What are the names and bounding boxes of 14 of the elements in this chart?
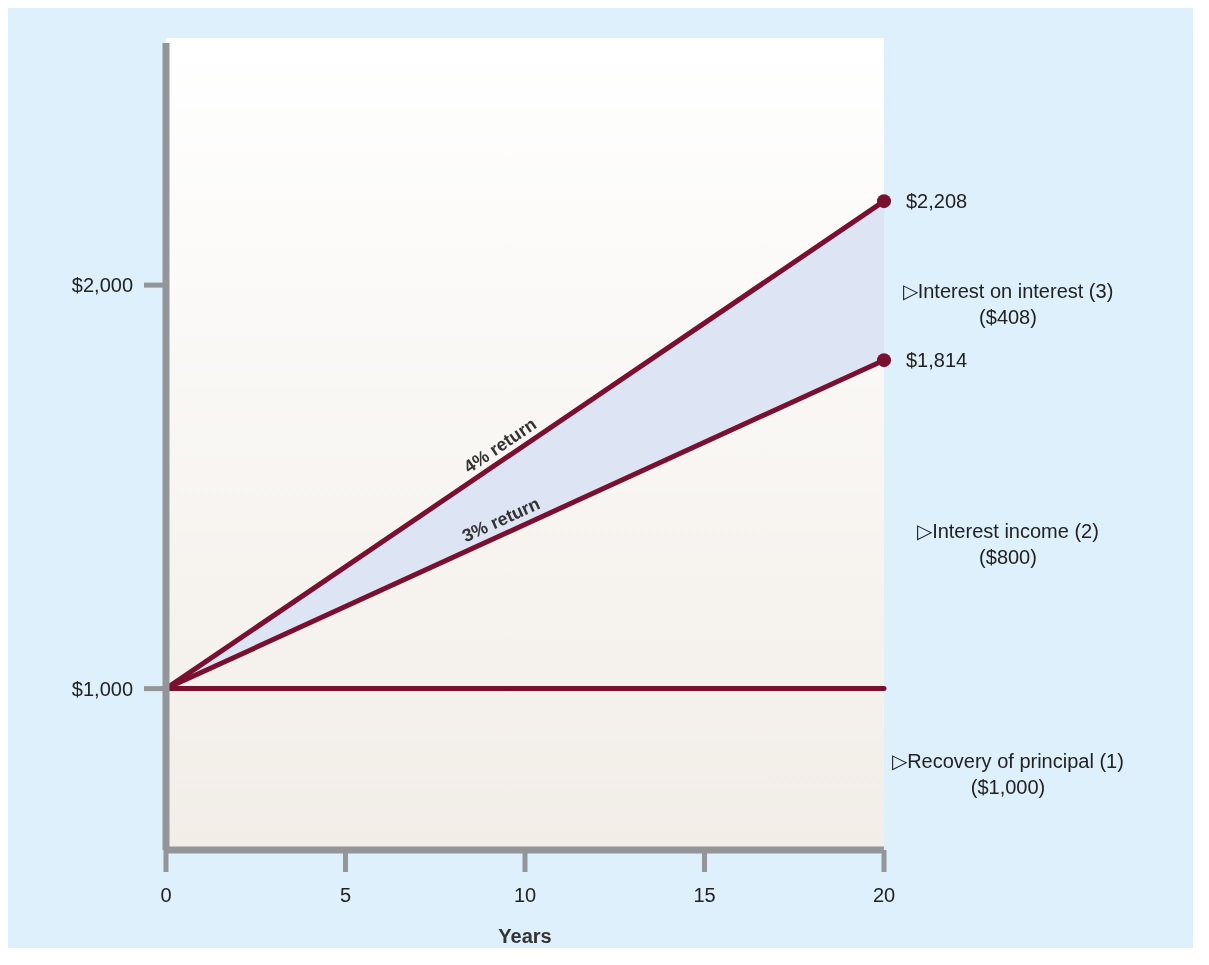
x-tick-label: 15 xyxy=(693,884,716,906)
data-label: $1,814 xyxy=(906,349,968,372)
text: 3% return xyxy=(459,493,543,547)
y-tick-label: $2,000 xyxy=(71,274,133,297)
text: ▷Interest on interest (3) ($408) xyxy=(902,280,1114,328)
x-tick-label: 20 xyxy=(872,884,896,906)
data-label: $2,208 xyxy=(906,190,968,213)
x-tick-label: 0 xyxy=(160,884,172,906)
x-tick-label: 10 xyxy=(513,884,537,906)
text: ▷Recovery of principal (1) ($1,000) xyxy=(892,750,1124,798)
y-tick-label: $1,000 xyxy=(71,677,133,700)
x-axis-title: Years xyxy=(498,925,552,947)
text: ▷Interest income (2) ($800) xyxy=(917,520,1099,568)
x-tick-label: 5 xyxy=(339,884,352,906)
